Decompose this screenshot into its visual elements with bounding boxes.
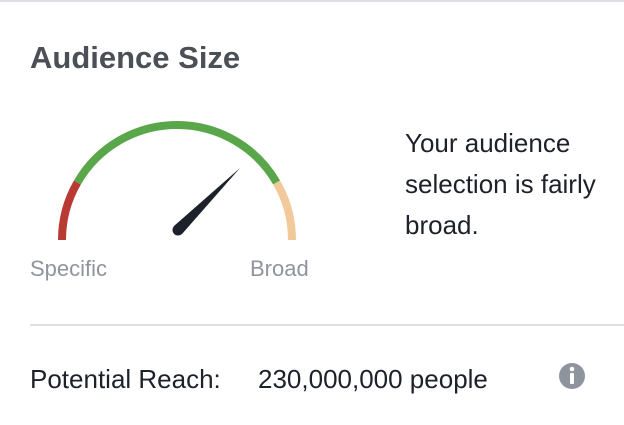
- section-title: Audience Size: [30, 40, 241, 75]
- gauge-mid: [73, 121, 281, 185]
- top-border: [0, 0, 624, 2]
- reach-label: Potential Reach:: [30, 364, 221, 394]
- reach-value: 230,000,000 people: [258, 364, 488, 394]
- gauge-high: [273, 180, 296, 241]
- scale-min-label: Specific: [30, 256, 108, 281]
- needle-hub: [172, 224, 184, 236]
- gauge-low: [58, 180, 81, 241]
- description-line: selection is fairly: [405, 169, 596, 199]
- info-icon[interactable]: [559, 363, 585, 389]
- gauge-needle: [174, 168, 240, 234]
- description-line: broad.: [405, 210, 479, 240]
- scale-max-label: Broad: [250, 256, 309, 281]
- description-line: Your audience: [405, 128, 571, 158]
